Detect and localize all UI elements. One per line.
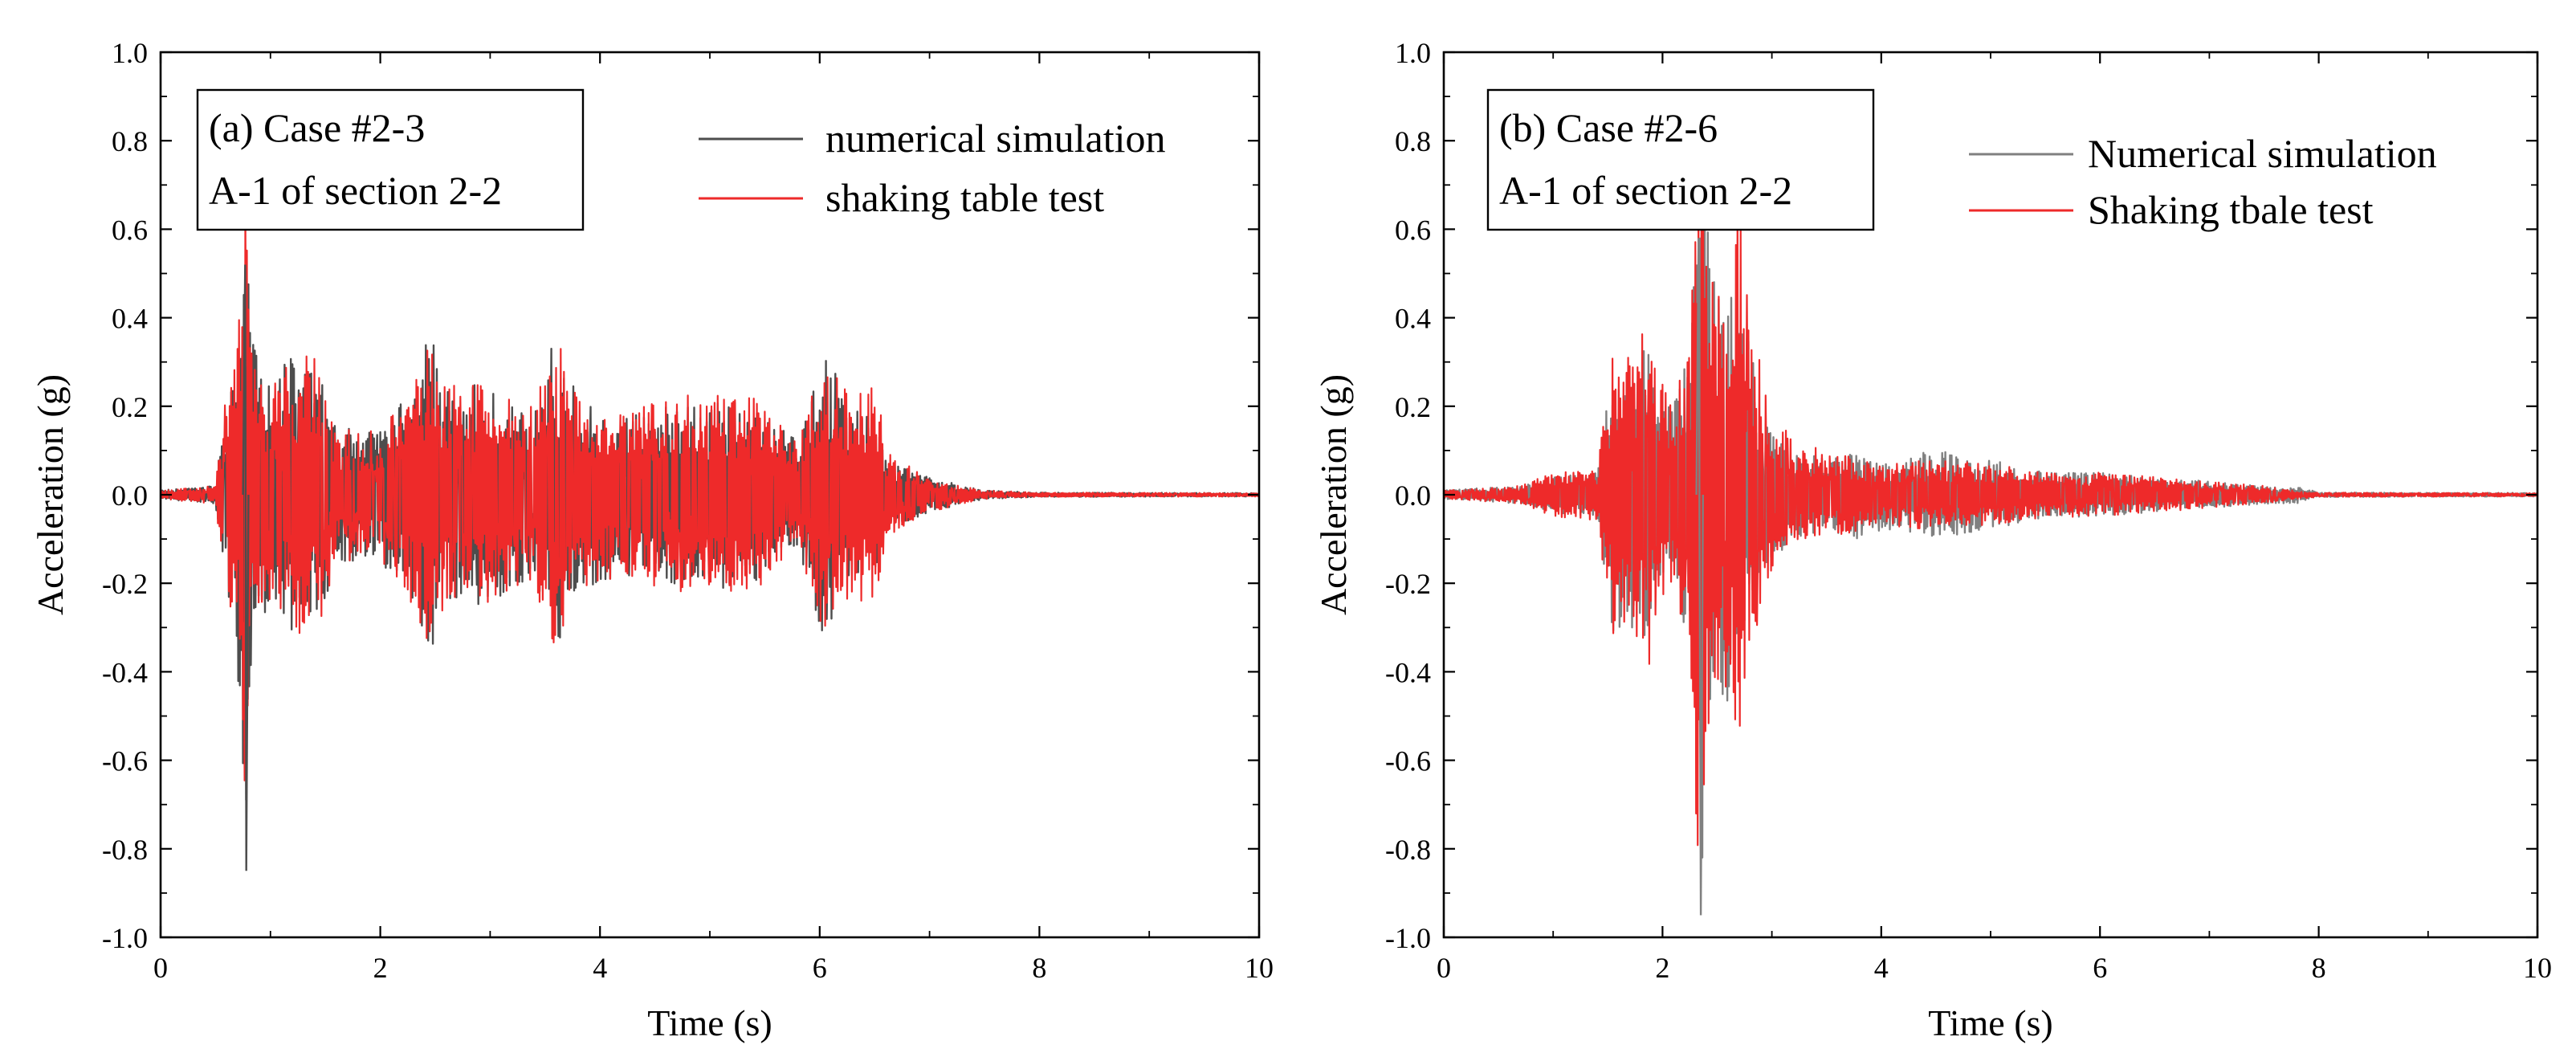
series-peak-spike xyxy=(1695,238,1704,916)
y-tick-label: -1.0 xyxy=(102,922,148,954)
x-tick-label: 10 xyxy=(1245,952,1274,984)
y-tick-label: -0.6 xyxy=(102,745,148,777)
x-tick-label: 10 xyxy=(2523,952,2552,984)
legend-label-1: Numerical simulation xyxy=(2088,131,2437,176)
y-tick-label: -0.4 xyxy=(1385,656,1431,688)
y-tick-label: -0.2 xyxy=(102,568,148,600)
x-tick-label: 2 xyxy=(373,952,388,984)
y-tick-label: -1.0 xyxy=(1385,922,1431,954)
x-axis-title: Time (s) xyxy=(1928,1002,2053,1043)
y-tick-label: 0.2 xyxy=(112,391,148,423)
y-tick-label: -0.6 xyxy=(1385,745,1431,777)
y-tick-label: 0.2 xyxy=(1395,391,1431,423)
legend-label-2: shaking table test xyxy=(825,175,1104,220)
y-tick-label: 1.0 xyxy=(112,37,148,69)
y-axis-title: Acceleration (g) xyxy=(30,374,71,615)
x-tick-label: 6 xyxy=(2093,952,2107,984)
x-tick-label: 4 xyxy=(1874,952,1889,984)
y-tick-label: 0.0 xyxy=(1395,479,1431,512)
x-tick-label: 8 xyxy=(2312,952,2326,984)
y-tick-label: 0.6 xyxy=(112,214,148,246)
panel-label: (a) Case #2-3 xyxy=(209,105,425,150)
y-axis-title: Acceleration (g) xyxy=(1313,374,1354,615)
y-tick-label: -0.4 xyxy=(102,656,148,688)
y-tick-label: -0.8 xyxy=(102,834,148,866)
x-tick-label: 4 xyxy=(593,952,607,984)
y-tick-label: 0.8 xyxy=(112,125,148,157)
annotation-box xyxy=(1486,88,1875,231)
y-tick-label: -0.8 xyxy=(1385,834,1431,866)
x-tick-label: 6 xyxy=(813,952,827,984)
series-line-2 xyxy=(1442,178,2539,847)
y-tick-label: 1.0 xyxy=(1395,37,1431,69)
y-tick-label: 0.0 xyxy=(112,479,148,512)
panel-label: (b) Case #2-6 xyxy=(1499,105,1718,150)
series-peak-spike xyxy=(242,264,250,871)
y-tick-label: 0.4 xyxy=(1395,303,1431,335)
annotation-text: A-1 of section 2-2 xyxy=(209,168,502,213)
y-tick-label: 0.8 xyxy=(1395,125,1431,157)
x-tick-label: 8 xyxy=(1032,952,1046,984)
x-tick-label: 0 xyxy=(1437,952,1451,984)
y-tick-label: 0.6 xyxy=(1395,214,1431,246)
x-tick-label: 0 xyxy=(153,952,168,984)
y-tick-label: 0.4 xyxy=(112,303,148,335)
x-tick-label: 2 xyxy=(1655,952,1669,984)
legend-label-2: Shaking tbale test xyxy=(2088,187,2374,232)
panel-b: -1.0 -0.8 -0.6 -0.4 -0.2 0.0 0.2 0.4 0.6 0.8 1.0 0 2… xyxy=(1313,37,2552,1043)
panel-a: -1.0 -0.8 -0.6 -0.4 -0.2 0.0 0.2 0.4 0.6 0.8 1.0 0 2… xyxy=(30,37,1274,1043)
annotation-text: A-1 of section 2-2 xyxy=(1499,168,1792,213)
annotation-box xyxy=(196,88,585,231)
series-line-2 xyxy=(159,206,1261,781)
x-axis-title: Time (s) xyxy=(647,1002,772,1043)
y-tick-label: -0.2 xyxy=(1385,568,1431,600)
legend-label-1: numerical simulation xyxy=(825,116,1166,161)
